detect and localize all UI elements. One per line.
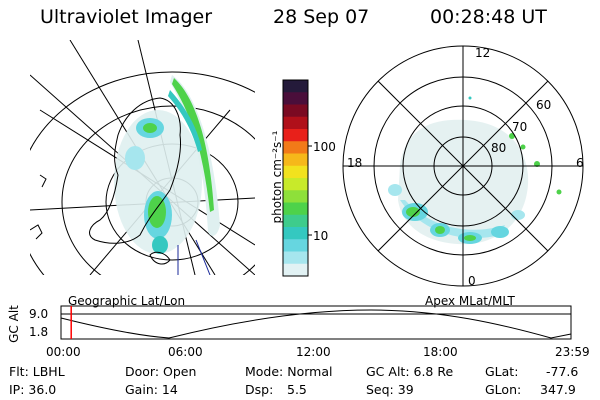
colorbar-band <box>283 263 308 277</box>
timeline-xtick-2359: 23:59 <box>555 345 590 359</box>
mlat-label-60: 60 <box>536 98 552 112</box>
mlt-label-12: 12 <box>475 46 491 60</box>
polar-grid <box>342 45 584 287</box>
colorbar-band <box>283 104 308 118</box>
colorbar-band <box>283 214 308 228</box>
mlat-label-80: 80 <box>491 141 507 155</box>
colorbar-band <box>283 129 308 142</box>
mlt-label-0: 0 <box>468 274 476 288</box>
glat-label: GLat: <box>485 364 519 379</box>
filter-info: Flt: LBHL <box>9 364 65 379</box>
timeline-ytick-9: 9.0 <box>29 307 49 321</box>
colorbar-tick-10: 10 <box>313 229 329 243</box>
aurora-emission <box>114 75 220 254</box>
gc-alt-info: GC Alt: 6.8 Re <box>366 364 454 379</box>
mlat-label-70: 70 <box>512 120 528 134</box>
timeline-ytick-1.8: 1.8 <box>29 325 49 339</box>
polar-aurora-emission <box>388 96 562 245</box>
dsp-label: Dsp: <box>245 382 274 397</box>
glat-value: -77.6 <box>546 364 579 379</box>
apex-caption: Apex MLat/MLT <box>425 294 515 308</box>
altitude-timeline <box>60 305 572 340</box>
timeline-xtick-1200: 12:00 <box>296 345 331 359</box>
colorbar-unit-label: photon cm⁻²s⁻¹ <box>270 130 284 224</box>
colorbar-band <box>283 178 308 191</box>
dsp-value: 5.5 <box>287 382 307 397</box>
date-label: 28 Sep 07 <box>273 6 370 28</box>
geographic-caption: Geographic Lat/Lon <box>68 294 186 308</box>
mlt-label-18: 18 <box>347 156 363 170</box>
ip-info: IP: 36.0 <box>9 382 57 397</box>
seq-info: Seq: 39 <box>366 382 414 397</box>
colorbar-band <box>283 141 308 154</box>
door-info: Door: Open <box>125 364 197 379</box>
colorbar-band <box>283 227 308 240</box>
instrument-title: Ultraviolet Imager <box>40 6 213 28</box>
time-label: 00:28:48 UT <box>430 6 547 28</box>
timeline-xtick-0000: 00:00 <box>46 345 81 359</box>
colorbar-band <box>283 202 308 216</box>
colorbar-band <box>283 239 308 252</box>
colorbar-band <box>283 165 308 179</box>
mlt-label-6: 6 <box>576 156 584 170</box>
colorbar-band <box>283 80 308 93</box>
timeline-xtick-0600: 06:00 <box>168 345 203 359</box>
timeline-xtick-1800: 18:00 <box>423 345 458 359</box>
coastline <box>30 97 181 265</box>
colorbar-band <box>283 251 308 265</box>
glon-label: GLon: <box>485 382 522 397</box>
gain-info: Gain: 14 <box>125 382 178 397</box>
colorbar-band <box>283 190 308 203</box>
mode-info: Mode: Normal <box>245 364 333 379</box>
timeline-ylabel: GC Alt <box>7 305 21 343</box>
colorbar-band <box>283 116 308 130</box>
colorbar-tick-100: 100 <box>313 140 336 154</box>
colorbar-band <box>283 153 308 167</box>
colorbar-band <box>283 92 308 105</box>
colorbar <box>282 79 312 277</box>
glon-value: 347.9 <box>540 382 576 397</box>
